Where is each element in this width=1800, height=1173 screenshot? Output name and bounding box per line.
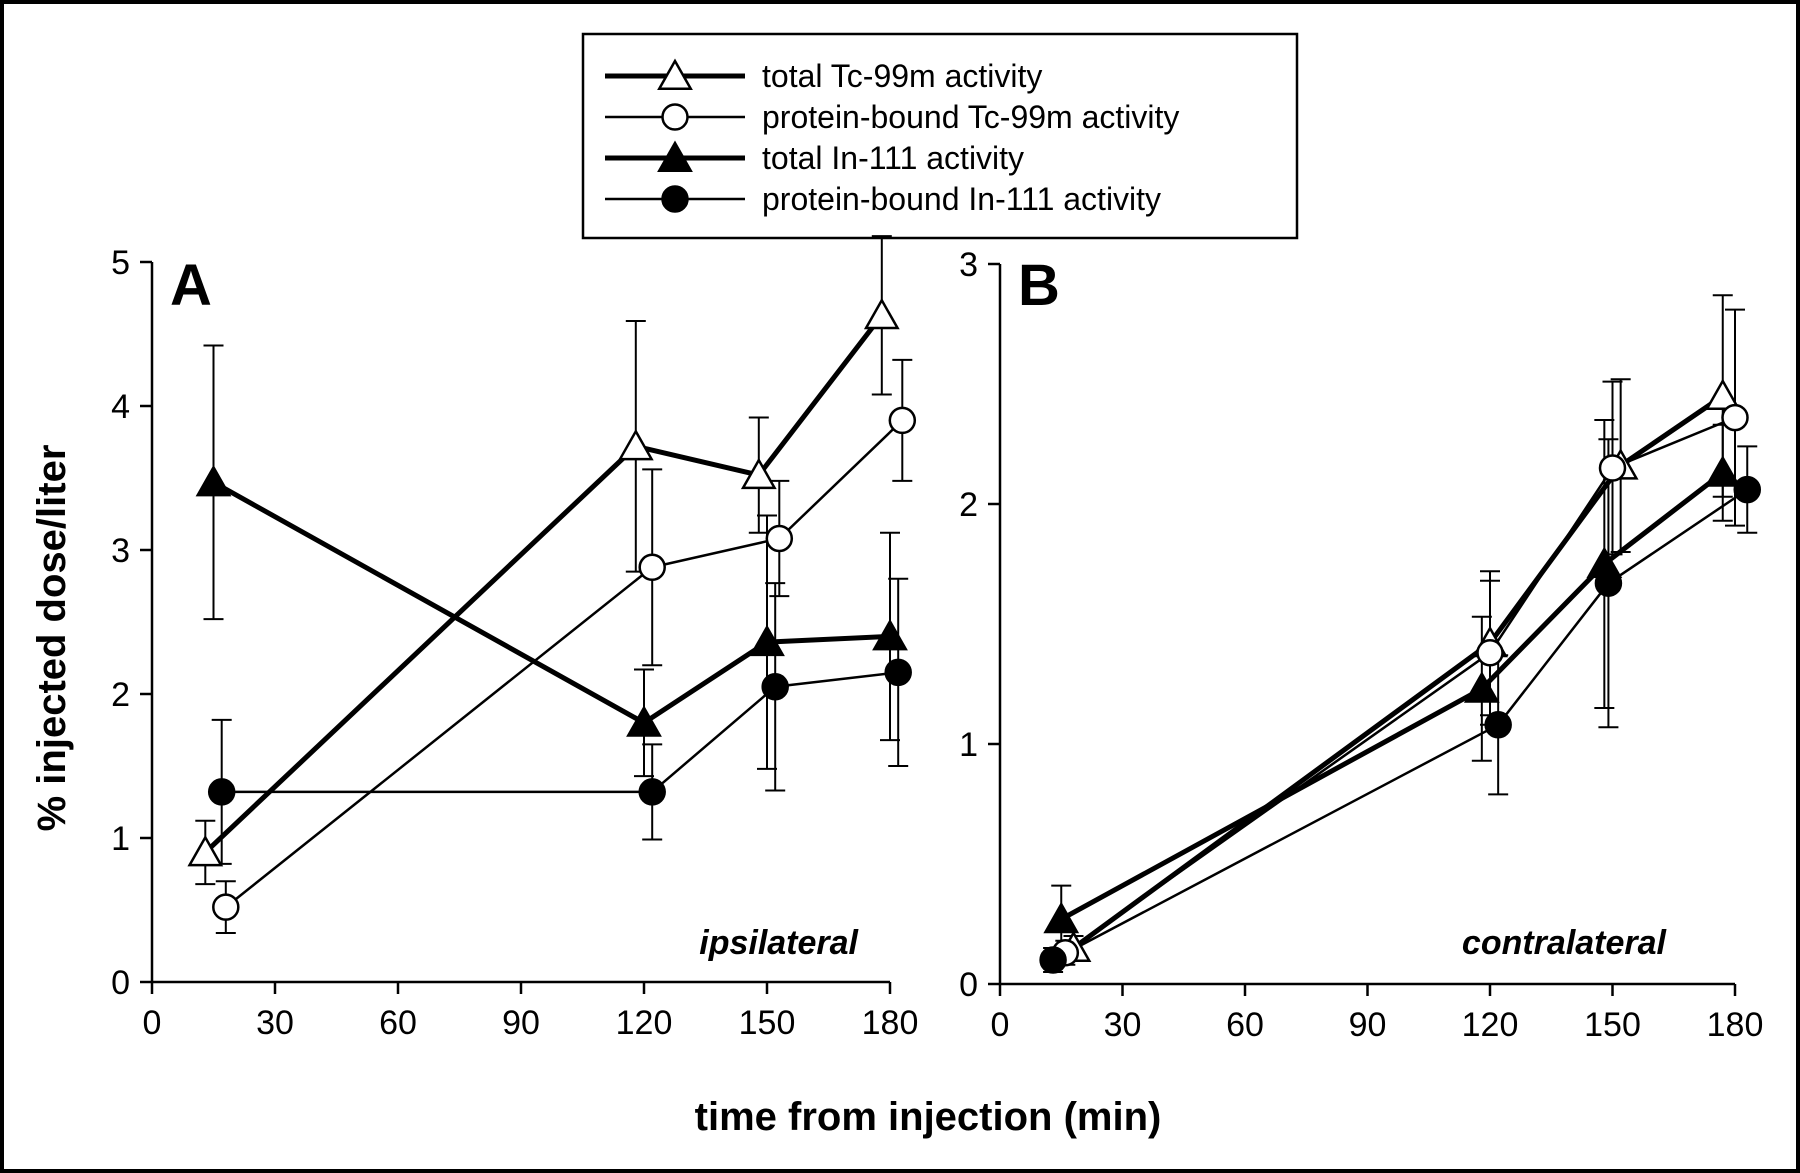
panel-a-tc_total-point <box>617 428 654 461</box>
panel-a-x-tick-label: 60 <box>379 1004 417 1042</box>
panel-b-in_total-point <box>1463 671 1500 703</box>
panel-b-tc_total-point <box>1704 378 1741 410</box>
panel-a-in_total-line <box>212 480 891 726</box>
panel-a-in_total-point <box>195 464 232 497</box>
panel-b-in_total-line <box>1060 470 1725 922</box>
panel-b: B contralateral 0 30 60 90 120 150 180 0 1 2 3 <box>959 246 1763 1044</box>
panel-a-y-tick-label: 2 <box>111 676 130 714</box>
legend-in_protein-marker <box>661 185 689 213</box>
legend-in_total-marker <box>657 140 693 172</box>
panel-a-x-tick-label: 150 <box>739 1004 796 1042</box>
x-axis-title: time from injection (min) <box>695 1095 1162 1139</box>
panel-a-y-tick-label: 5 <box>111 244 130 282</box>
panel-b-y-tick-label: 3 <box>959 246 978 284</box>
panel-b-x-tick-label: 0 <box>991 1006 1010 1044</box>
panel-a-letter: A <box>170 253 212 318</box>
panel-b-in_protein-point <box>1484 711 1512 739</box>
legend-tc_protein-label: protein-bound Tc-99m activity <box>762 99 1179 135</box>
panel-a-y-tick-label: 3 <box>111 532 130 570</box>
legend-box <box>581 32 1299 240</box>
panel-b-in_protein-point <box>1594 569 1623 597</box>
legend-tc_protein-marker <box>661 103 689 131</box>
panel-a-in_protein-point <box>761 673 789 701</box>
panel-a-in_protein-point <box>884 658 912 687</box>
panel-a-in_protein-point <box>207 778 236 806</box>
panel-b-y-tick-label: 1 <box>959 726 978 764</box>
legend-in_protein-label: protein-bound In-111 activity <box>762 181 1161 217</box>
panel-b-x-tick-label: 150 <box>1584 1006 1641 1044</box>
panel-a: A ipsilateral 0 30 60 90 120 150 180 0 1 2 3 4 5 <box>111 235 919 1042</box>
panel-a-tc_total-point <box>187 834 224 867</box>
legend-in_total-label: total In-111 activity <box>762 140 1024 176</box>
panel-b-in_protein-line <box>1052 488 1748 962</box>
panel-a-in_protein-line <box>221 671 899 794</box>
panel-b-in_protein-point <box>1733 475 1761 504</box>
legend-tc_total-label: total Tc-99m activity <box>762 58 1042 94</box>
panel-a-region-label: ipsilateral <box>699 924 859 962</box>
panel-a-tc_protein-point <box>765 524 794 553</box>
panel-a-tc_total-point <box>863 297 900 330</box>
panel-a-y-tick-label: 4 <box>111 388 130 426</box>
panel-a-tc_protein-point <box>638 553 666 582</box>
panel-b-y-tick-label: 2 <box>959 486 978 524</box>
panel-a-tc_total-point <box>740 457 777 490</box>
panel-a-in_total-point <box>626 705 662 737</box>
panel-b-tc_protein-point <box>1721 403 1749 432</box>
panel-b-x-tick-label: 60 <box>1226 1006 1264 1044</box>
panel-b-x-tick-label: 120 <box>1462 1006 1519 1044</box>
panel-a-in_total-point <box>872 618 908 651</box>
panel-b-letter: B <box>1018 253 1060 318</box>
panel-a-x-tick-label: 120 <box>616 1004 673 1042</box>
panel-a-x-tick-label: 30 <box>256 1004 294 1042</box>
panel-b-in_total-point <box>1704 455 1741 487</box>
panel-b-y-tick-label: 0 <box>959 966 978 1004</box>
panel-a-tc_protein-point <box>212 893 240 921</box>
panel-a-in_total-point <box>749 624 785 657</box>
y-axis-title: % injected dose/liter <box>30 445 74 832</box>
panel-a-tc_protein-point <box>888 406 917 435</box>
panel-b-region-label: contralateral <box>1462 924 1668 962</box>
panel-b-tc_protein-point <box>1476 639 1504 667</box>
legend-tc_total-marker <box>657 58 693 90</box>
panel-a-x-tick-label: 90 <box>502 1004 540 1042</box>
panel-a-tc_total-line <box>203 313 884 855</box>
panel-b-tc_protein-point <box>1598 454 1627 482</box>
panel-a-y-tick-label: 1 <box>111 820 130 858</box>
panel-a-x-tick-label: 0 <box>143 1004 162 1042</box>
panel-a-in_protein-point <box>638 778 666 806</box>
panel-b-in_protein-point <box>1039 946 1067 974</box>
panel-b-x-tick-label: 30 <box>1104 1006 1142 1044</box>
panel-a-y-tick-label: 0 <box>111 964 130 1002</box>
legend: total Tc-99m activity protein-bound Tc-99… <box>581 32 1299 240</box>
panel-b-in_total-point <box>1043 901 1080 934</box>
panel-a-tc_protein-line <box>225 419 904 909</box>
legend-items: total Tc-99m activity protein-bound Tc-99… <box>605 58 1179 217</box>
panel-b-x-tick-label: 90 <box>1349 1006 1387 1044</box>
panel-b-x-tick-label: 180 <box>1707 1006 1764 1044</box>
panel-a-x-tick-label: 180 <box>862 1004 919 1042</box>
